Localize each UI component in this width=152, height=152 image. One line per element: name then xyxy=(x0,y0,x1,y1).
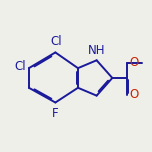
Text: O: O xyxy=(130,56,139,69)
Text: NH: NH xyxy=(88,44,106,57)
Text: O: O xyxy=(130,88,139,101)
Text: F: F xyxy=(52,107,59,120)
Text: Cl: Cl xyxy=(50,35,62,48)
Text: Cl: Cl xyxy=(14,60,26,73)
